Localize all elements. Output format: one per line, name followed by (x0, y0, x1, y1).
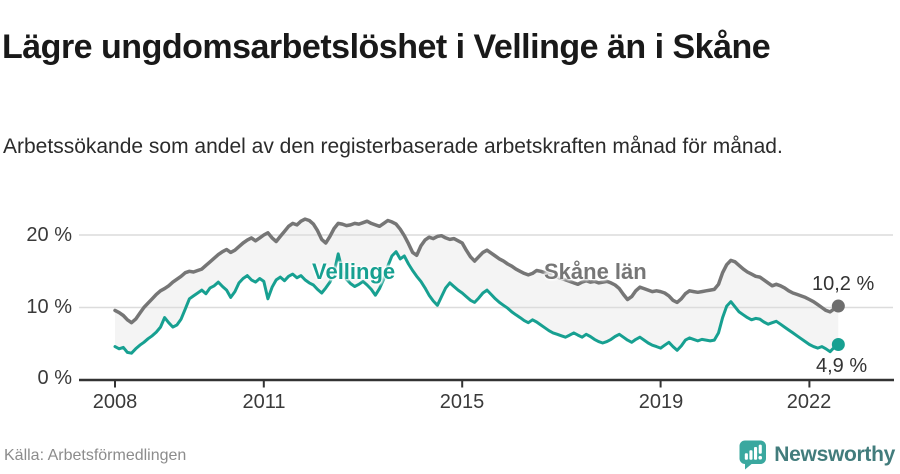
end-value-label-skane: 10,2 % (812, 273, 875, 295)
brand-logo: Newsworthy (739, 439, 895, 471)
page-title: Lägre ungdomsarbetslöshet i Vellinge än … (2, 27, 771, 66)
series-label-vellinge: Vellinge (312, 259, 396, 284)
y-tick-label-20: 20 % (26, 224, 72, 246)
x-tick-label-2022: 2022 (786, 391, 832, 413)
y-tick-label-0: 0 % (37, 367, 72, 389)
series-label-skane: Skåne län (544, 259, 647, 284)
brand-name: Newsworthy (774, 443, 895, 466)
end-value-label-vellinge: 4,9 % (816, 355, 868, 377)
x-tick-label-2011: 2011 (242, 391, 286, 413)
source-attribution: Källa: Arbetsförmedlingen (4, 447, 187, 464)
y-tick-label-10: 10 % (26, 296, 72, 318)
x-tick-label-2019: 2019 (638, 391, 684, 413)
chart-description: Arbetssökande som andel av den registerb… (3, 135, 783, 158)
newsworthy-logo-icon (739, 440, 767, 470)
x-tick-label-2008: 2008 (92, 391, 138, 413)
x-tick-label-2015: 2015 (439, 391, 485, 413)
